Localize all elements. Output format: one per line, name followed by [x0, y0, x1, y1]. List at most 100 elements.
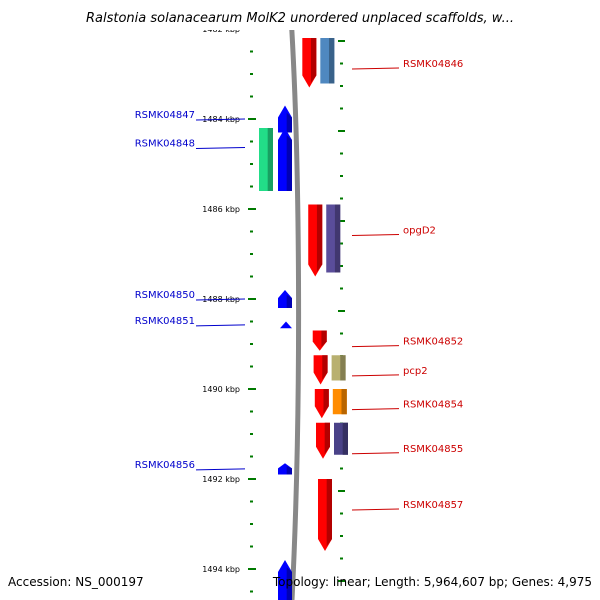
tick-mark-left [250, 590, 253, 593]
gene-arrow-left [278, 128, 292, 191]
cog-bar-right-shade [340, 355, 346, 381]
gene-arrow-left [278, 463, 292, 475]
tick-mark-left [248, 478, 256, 480]
label-leader-right [351, 508, 400, 511]
tick-mark-left [248, 298, 256, 300]
tick-mark-left [248, 568, 256, 570]
tick-mark-left [250, 230, 253, 233]
gene-arrow-right-shade [311, 38, 317, 83]
gene-layer [278, 38, 332, 600]
gene-arrow-right [312, 330, 327, 351]
tick-mark-right [340, 242, 343, 245]
tick-mark-left [248, 388, 256, 390]
label-leader-right [351, 345, 400, 348]
gene-arrow-right-shade [316, 204, 323, 272]
tick-mark-left [250, 410, 253, 413]
tick-mark-right [338, 130, 345, 132]
gene-arrow-left-shade [286, 294, 292, 308]
gene-label-left: RSMK04848 [135, 139, 195, 150]
tick-mark-left [250, 163, 253, 165]
tick-mark-right [338, 310, 345, 312]
title-background [0, 0, 600, 30]
label-leader-left [195, 147, 246, 149]
tick-mark-left [250, 500, 253, 503]
tick-mark-right [340, 535, 343, 537]
gene-label-right: RSMK04854 [403, 400, 463, 411]
gene-arrow-left [278, 560, 292, 600]
gene-arrow-right [316, 422, 330, 459]
tick-mark-left [250, 365, 253, 368]
gene-label-left: RSMK04847 [135, 110, 195, 121]
gene-label-left: RSMK04850 [135, 290, 195, 301]
tick-label: 1490 kbp [202, 385, 240, 394]
tick-mark-left [250, 73, 253, 75]
gene-arrow-right-shade [326, 479, 332, 547]
map-title: Ralstonia solanacearum MolK2 unordered u… [86, 11, 514, 26]
tick-mark-left [250, 185, 253, 188]
chromosome-backbone [287, 0, 302, 600]
label-leader-left [195, 118, 246, 121]
tick-mark-left [250, 50, 253, 53]
tick-mark-left [250, 275, 253, 278]
tick-mark-right [340, 287, 343, 290]
gene-arrow-right-shade [321, 330, 327, 348]
tick-mark-right [340, 197, 343, 200]
tick-mark-right [340, 467, 343, 470]
cog-bar-right [331, 355, 346, 381]
tick-label: 1494 kbp [202, 565, 240, 574]
gene-arrow-right [318, 479, 332, 551]
tick-mark-right [338, 40, 345, 42]
label-layer: RSMK04847 RSMK04848 RSMK04850 RSMK04851 RSMK… [135, 59, 464, 511]
tick-mark-left [250, 253, 253, 255]
gene-arrow-right-shade [322, 355, 328, 380]
gene-arrow-left [280, 321, 292, 329]
accession-label: Accession: NS_000197 [8, 575, 144, 589]
cog-bar-left [259, 128, 273, 191]
gene-arrow-right [302, 38, 317, 88]
gene-arrow-left [278, 105, 292, 133]
gene-arrow-left [278, 290, 292, 308]
cog-layer [259, 38, 348, 455]
gene-label-right: opgD2 [403, 226, 436, 237]
tick-mark-left [250, 433, 253, 435]
label-leader-right [351, 408, 400, 411]
tick-mark-right [340, 557, 343, 560]
tick-mark-left [250, 320, 253, 323]
tick-label: 1486 kbp [202, 205, 240, 214]
tick-mark-right [340, 265, 343, 267]
label-leader-right [351, 452, 400, 455]
gene-arrow-right [313, 355, 328, 385]
tick-mark-left [248, 208, 256, 210]
tick-mark-left [250, 140, 253, 143]
summary-label: Topology: linear; Length: 5,964,607 bp; … [272, 575, 592, 589]
tick-mark-right [340, 107, 343, 110]
gene-arrow-left-shade [286, 466, 292, 475]
gene-arrow-right [308, 204, 323, 277]
tick-mark-right [340, 152, 343, 155]
tick-mark-right [338, 580, 345, 582]
cog-bar-right [326, 204, 341, 273]
gene-arrow-left-shade [286, 135, 292, 191]
tick-mark-right [338, 490, 345, 492]
gene-label-left: RSMK04851 [135, 316, 195, 327]
label-leader-left [195, 324, 246, 327]
tick-mark-left [250, 523, 253, 525]
cog-bar-right [334, 422, 348, 455]
tick-mark-left [248, 118, 256, 120]
tick-mark-left [250, 95, 253, 98]
tick-mark-right [340, 332, 343, 335]
cog-bar-right-shade [341, 389, 347, 415]
gene-arrow-left-shade [286, 112, 292, 133]
gene-label-right: RSMK04852 [403, 337, 463, 348]
gene-arrow-right-shade [324, 422, 330, 454]
gene-label-right: RSMK04846 [403, 59, 463, 70]
label-leader-right [351, 67, 400, 70]
cog-bar-right-shade [334, 204, 341, 273]
label-leader-right [351, 234, 400, 236]
gene-arrow-right-shade [323, 389, 329, 414]
tick-mark-left [250, 545, 253, 548]
cog-bar-right [332, 389, 347, 415]
cog-bar-right-shade [329, 38, 335, 84]
